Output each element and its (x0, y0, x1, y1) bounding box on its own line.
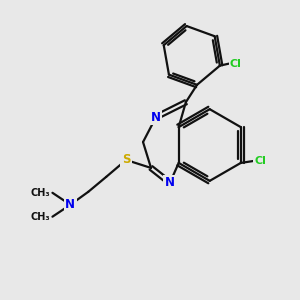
Text: Cl: Cl (230, 59, 242, 69)
Text: CH₃: CH₃ (31, 212, 50, 222)
Text: N: N (65, 198, 75, 211)
Text: Cl: Cl (255, 156, 267, 166)
Text: S: S (122, 154, 130, 166)
Text: CH₃: CH₃ (31, 188, 50, 198)
Text: N: N (165, 176, 175, 189)
Text: N: N (151, 111, 161, 124)
